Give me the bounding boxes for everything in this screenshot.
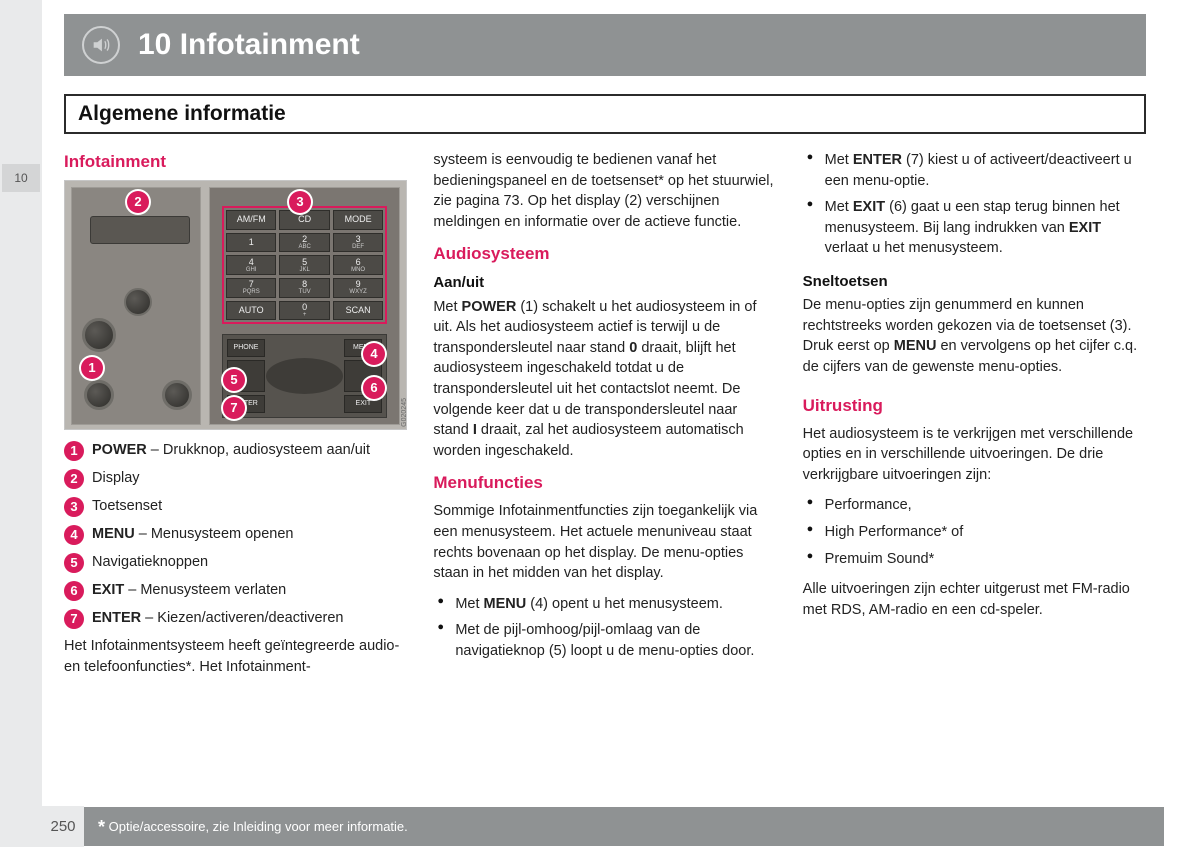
bullet-list: Met MENU (4) opent u het menusysteem. Met… xyxy=(433,594,776,662)
keypad-key-icon: 0+ xyxy=(279,301,329,321)
knob-icon xyxy=(162,380,192,410)
keypad-key-icon: CD xyxy=(279,210,329,230)
lower-panel: PHONE MENU ENTER EXIT xyxy=(222,334,387,418)
keypad-key-icon: 3DEF xyxy=(333,233,383,253)
page-root: 10 10 Infotainment Algemene informatie I… xyxy=(0,0,1200,847)
phone-button-icon: PHONE xyxy=(227,339,265,357)
keypad-key-icon: 2ABC xyxy=(279,233,329,253)
paragraph: De menu-opties zijn genummerd en kunnen … xyxy=(803,295,1146,377)
chapter-tab: 10 xyxy=(2,164,40,192)
heading-aan-uit: Aan/uit xyxy=(433,272,776,293)
column-1: Infotainment AM/FMCDMODE12ABC3DEF4GHI5JK… xyxy=(64,150,407,687)
figure-callout-badge: 4 xyxy=(363,343,385,365)
legend-badge: 4 xyxy=(64,525,84,545)
paragraph: Het Infotainmentsysteem heeft geïntegree… xyxy=(64,636,407,677)
legend-badge: 5 xyxy=(64,553,84,573)
keypad-key-icon: AUTO xyxy=(226,301,276,321)
keypad-key-icon: 5JKL xyxy=(279,255,329,275)
power-knob-icon xyxy=(82,318,116,352)
figure-callout-badge: 1 xyxy=(81,357,103,379)
paragraph: systeem is eenvoudig te bedienen vanaf h… xyxy=(433,150,776,232)
nav-knob-icon xyxy=(124,288,152,316)
keypad-key-icon: 4GHI xyxy=(226,255,276,275)
chapter-header: 10 Infotainment xyxy=(64,14,1146,76)
heading-infotainment: Infotainment xyxy=(64,150,407,174)
keypad-key-icon: 8TUV xyxy=(279,278,329,298)
legend-item: 5 Navigatieknoppen xyxy=(64,552,407,573)
heading-menufuncties: Menufuncties xyxy=(433,471,776,495)
keypad-key-icon: 9WXYZ xyxy=(333,278,383,298)
legend: 1 POWER – Drukknop, audiosysteem aan/uit 2… xyxy=(64,440,407,629)
nav-circle-icon xyxy=(266,358,343,394)
figure-callout-badge: 5 xyxy=(223,369,245,391)
paragraph: Sommige Infotainmentfuncties zijn toegan… xyxy=(433,501,776,583)
legend-item: 4 MENU – Menusysteem openen xyxy=(64,524,407,545)
knob-icon xyxy=(84,380,114,410)
legend-item: 1 POWER – Drukknop, audiosysteem aan/uit xyxy=(64,440,407,461)
bullet-item: Met MENU (4) opent u het menusysteem. xyxy=(433,594,776,615)
bullet-list: Met ENTER (7) kiest u of activeert/deact… xyxy=(803,150,1146,259)
column-2: systeem is eenvoudig te bedienen vanaf h… xyxy=(433,150,776,687)
control-panel-figure: AM/FMCDMODE12ABC3DEF4GHI5JKL6MNO7PQRS8TU… xyxy=(64,180,407,430)
columns: Infotainment AM/FMCDMODE12ABC3DEF4GHI5JK… xyxy=(64,150,1146,687)
legend-item: 2 Display xyxy=(64,468,407,489)
legend-badge: 6 xyxy=(64,581,84,601)
legend-item: 3 Toetsenset xyxy=(64,496,407,517)
legend-item: 6 EXIT – Menusysteem verlaten xyxy=(64,580,407,601)
page-number: 250 xyxy=(42,806,84,847)
legend-text: EXIT – Menusysteem verlaten xyxy=(92,580,286,601)
figure-callout-badge: 3 xyxy=(289,191,311,213)
legend-text: Navigatieknoppen xyxy=(92,552,208,573)
legend-text: Display xyxy=(92,468,140,489)
sound-icon xyxy=(82,26,120,64)
legend-badge: 3 xyxy=(64,497,84,517)
keypad-key-icon: AM/FM xyxy=(226,210,276,230)
keypad-key-icon: 1 xyxy=(226,233,276,253)
bullet-list: Performance, High Performance* of Premuim … xyxy=(803,495,1146,569)
legend-item: 7 ENTER – Kiezen/activeren/deactiveren xyxy=(64,608,407,629)
figure-callout-badge: 6 xyxy=(363,377,385,399)
keypad-key-icon: MODE xyxy=(333,210,383,230)
figure-callout-badge: 2 xyxy=(127,191,149,213)
keypad-key-icon: 7PQRS xyxy=(226,278,276,298)
section-title: Algemene informatie xyxy=(64,94,1146,134)
left-margin: 10 xyxy=(0,0,42,847)
legend-text: POWER – Drukknop, audiosysteem aan/uit xyxy=(92,440,370,461)
legend-text: MENU – Menusysteem openen xyxy=(92,524,294,545)
figure-code: G020245 xyxy=(400,398,410,427)
bullet-item: Premuim Sound* xyxy=(803,549,1146,570)
paragraph: Alle uitvoeringen zijn echter uitgerust … xyxy=(803,579,1146,620)
bullet-item: Performance, xyxy=(803,495,1146,516)
legend-badge: 7 xyxy=(64,609,84,629)
legend-badge: 1 xyxy=(64,441,84,461)
keypad: AM/FMCDMODE 12ABC3DEF 4GHI5JKL6MNO 7PQRS8TU… xyxy=(226,210,383,320)
bullet-item: Met EXIT (6) gaat u een stap terug binne… xyxy=(803,197,1146,259)
bullet-item: Met ENTER (7) kiest u of activeert/deact… xyxy=(803,150,1146,191)
bullet-item: Met de pijl-omhoog/pijl-omlaag van de na… xyxy=(433,620,776,661)
bullet-item: High Performance* of xyxy=(803,522,1146,543)
figure-display xyxy=(90,216,190,244)
legend-badge: 2 xyxy=(64,469,84,489)
keypad-key-icon: 6MNO xyxy=(333,255,383,275)
footnote: * Optie/accessoire, zie Inleiding voor m… xyxy=(84,807,1164,846)
legend-text: ENTER – Kiezen/activeren/deactiveren xyxy=(92,608,343,629)
keypad-key-icon: SCAN xyxy=(333,301,383,321)
heading-sneltoetsen: Sneltoetsen xyxy=(803,271,1146,292)
chapter-title: 10 Infotainment xyxy=(138,28,360,62)
heading-audiosysteem: Audiosysteem xyxy=(433,242,776,266)
heading-uitrusting: Uitrusting xyxy=(803,394,1146,418)
paragraph: Met POWER (1) schakelt u het audiosystee… xyxy=(433,297,776,462)
paragraph: Het audiosysteem is te verkrijgen met ve… xyxy=(803,424,1146,486)
main-content: 10 Infotainment Algemene informatie Info… xyxy=(42,0,1200,847)
figure-left-panel xyxy=(71,187,201,425)
legend-text: Toetsenset xyxy=(92,496,162,517)
footer: 250 * Optie/accessoire, zie Inleiding vo… xyxy=(42,806,1200,847)
column-3: Met ENTER (7) kiest u of activeert/deact… xyxy=(803,150,1146,687)
figure-callout-badge: 7 xyxy=(223,397,245,419)
